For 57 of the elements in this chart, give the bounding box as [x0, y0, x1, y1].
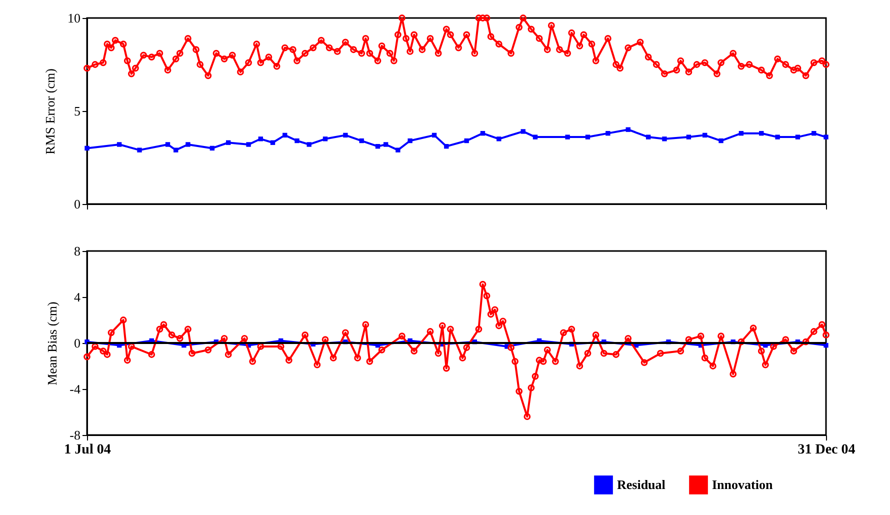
y-tick-label: -4 [70, 382, 81, 396]
point [738, 130, 744, 136]
point [246, 142, 251, 147]
y-tick-label: -8 [70, 428, 80, 442]
point [165, 142, 170, 147]
point [480, 130, 486, 136]
point [775, 134, 780, 140]
y-tick-label: 4 [74, 290, 81, 304]
point [173, 148, 178, 152]
point [824, 134, 828, 140]
point [585, 134, 590, 140]
point [306, 142, 312, 147]
point [662, 136, 667, 142]
point [294, 138, 300, 144]
y-axis-title: Mean Bias (cm) [44, 302, 60, 386]
point [322, 136, 328, 142]
point [137, 148, 142, 152]
point [646, 134, 651, 140]
point [686, 134, 692, 140]
point [432, 132, 437, 138]
point [270, 140, 276, 145]
point [210, 146, 215, 151]
y-tick-label: 10 [68, 10, 80, 26]
y-tick-label: 5 [74, 104, 80, 118]
point [444, 144, 449, 149]
legend-label: Innovation [712, 476, 774, 492]
point [359, 138, 364, 144]
point [226, 140, 231, 145]
y-tick-label: 8 [74, 244, 80, 258]
point [396, 148, 400, 152]
point [532, 134, 538, 140]
point [496, 136, 502, 142]
point [565, 134, 570, 140]
point [759, 130, 764, 136]
point [186, 142, 190, 147]
x-tick-label: 1 Jul 04 [64, 442, 111, 458]
legend-label: Residual [617, 476, 666, 492]
point [258, 136, 263, 142]
y-axis-title: RMS Error (cm) [42, 68, 58, 154]
point [383, 142, 388, 147]
point [343, 132, 348, 138]
point [408, 138, 412, 144]
point [812, 130, 816, 136]
point [464, 138, 469, 144]
x-tick-label: 31 Dec 04 [798, 442, 856, 458]
point [606, 130, 610, 136]
y-tick-label: 0 [74, 336, 80, 350]
point [375, 144, 380, 149]
point [795, 134, 800, 140]
point [116, 142, 122, 147]
y-tick-label: 0 [74, 196, 80, 212]
point [520, 129, 526, 134]
point [718, 138, 724, 144]
point [282, 132, 288, 138]
point [84, 146, 90, 151]
point [626, 127, 630, 132]
point [702, 132, 708, 138]
